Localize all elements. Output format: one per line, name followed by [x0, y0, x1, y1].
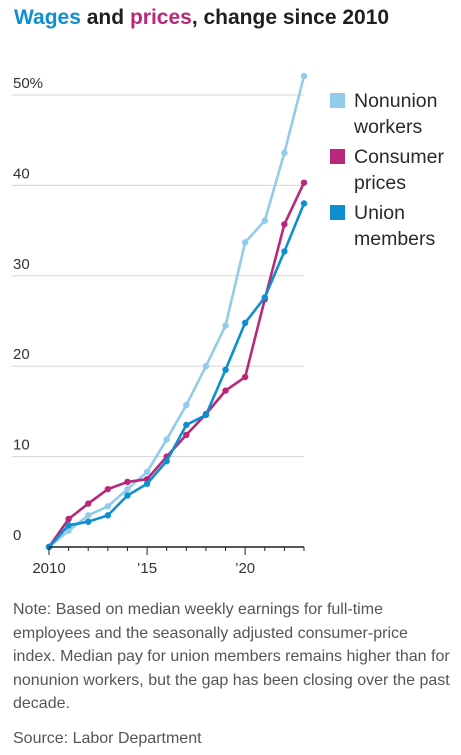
- legend-item-nonunion: Nonunion workers: [330, 88, 460, 140]
- data-point-consumer-prices: [281, 221, 288, 228]
- chart-source: Source: Labor Department: [13, 730, 202, 747]
- title-prices: prices: [129, 6, 192, 29]
- data-point-nonunion-workers: [85, 512, 92, 519]
- legend-swatch-union: [330, 205, 345, 220]
- data-point-consumer-prices: [104, 485, 112, 493]
- title-wages: Wages: [14, 6, 81, 29]
- y-tick-label: 40: [13, 165, 30, 182]
- legend-item-consumer-prices: Consumer prices: [330, 144, 460, 196]
- legend-label-union: Union members: [354, 202, 436, 250]
- data-point-union-members: [281, 248, 288, 255]
- x-tick-label: 2010: [32, 560, 65, 577]
- data-point-union-members: [143, 480, 151, 487]
- data-point-union-members: [183, 421, 190, 429]
- data-point-nonunion-workers: [143, 468, 151, 476]
- data-point-nonunion-workers: [241, 239, 249, 246]
- legend: Nonunion workers Consumer prices Union m…: [330, 88, 460, 256]
- data-point-consumer-prices: [222, 387, 229, 394]
- data-point-consumer-prices: [65, 515, 72, 523]
- y-tick-label: 30: [13, 256, 30, 273]
- data-point-union-members: [222, 366, 229, 374]
- legend-item-union: Union members: [330, 200, 460, 252]
- data-point-union-members: [104, 512, 112, 519]
- data-point-nonunion-workers: [124, 485, 131, 493]
- data-point-consumer-prices: [300, 179, 308, 186]
- data-point-nonunion-workers: [300, 72, 308, 80]
- data-point-nonunion-workers: [65, 527, 72, 534]
- data-point-nonunion-workers: [281, 149, 288, 157]
- data-point-union-members: [202, 411, 210, 419]
- chart-plot: 0 10 20 30 40 50% 2010 ’15 ’20: [12, 72, 308, 577]
- data-point-consumer-prices: [85, 500, 92, 507]
- legend-label-nonunion: Nonunion workers: [354, 90, 438, 138]
- x-tick-label: ’20: [235, 560, 255, 577]
- tick-labels: 0 10 20 30 40 50% 2010 ’15 ’20: [13, 75, 255, 577]
- data-point-nonunion-workers: [222, 322, 229, 329]
- legend-label-consumer-prices: Consumer prices: [354, 146, 444, 194]
- data-point-nonunion-workers: [183, 401, 190, 409]
- y-tick-label: 10: [13, 437, 30, 454]
- title-rest: , change since 2010: [191, 6, 390, 29]
- data-point-union-members: [300, 200, 308, 207]
- y-tick-label: 50%: [13, 75, 43, 92]
- data-point-union-members: [241, 319, 249, 327]
- data-point-union-members: [163, 457, 170, 465]
- series-line-nonunion-workers: [47, 74, 306, 549]
- series-line-consumer-prices: [47, 181, 306, 549]
- title-and: and: [80, 6, 130, 29]
- data-point-nonunion-workers: [202, 363, 210, 370]
- legend-swatch-nonunion: [330, 93, 345, 108]
- chart-note: Note: Based on median weekly earnings fo…: [13, 601, 450, 712]
- y-tick-label: 0: [13, 527, 21, 544]
- data-point-consumer-prices: [183, 431, 190, 439]
- data-point-union-members: [261, 294, 268, 301]
- y-tick-label: 20: [13, 346, 30, 363]
- x-axis: [48, 546, 305, 555]
- chart-title: Wages and prices, change since 2010: [14, 6, 389, 30]
- data-point-consumer-prices: [241, 373, 249, 381]
- data-point-union-members: [65, 522, 72, 529]
- data-point-nonunion-workers: [163, 436, 170, 443]
- gridlines: [12, 94, 304, 458]
- series-line-union-members: [47, 202, 306, 549]
- legend-swatch-consumer-prices: [330, 149, 345, 164]
- data-point-union-members: [85, 518, 92, 525]
- x-tick-label: ’15: [137, 560, 157, 577]
- data-point-union-members: [124, 492, 131, 499]
- data-point-nonunion-workers: [261, 217, 268, 224]
- data-point-consumer-prices: [124, 478, 131, 486]
- data-point-nonunion-workers: [104, 503, 112, 510]
- series-lines: [45, 72, 308, 551]
